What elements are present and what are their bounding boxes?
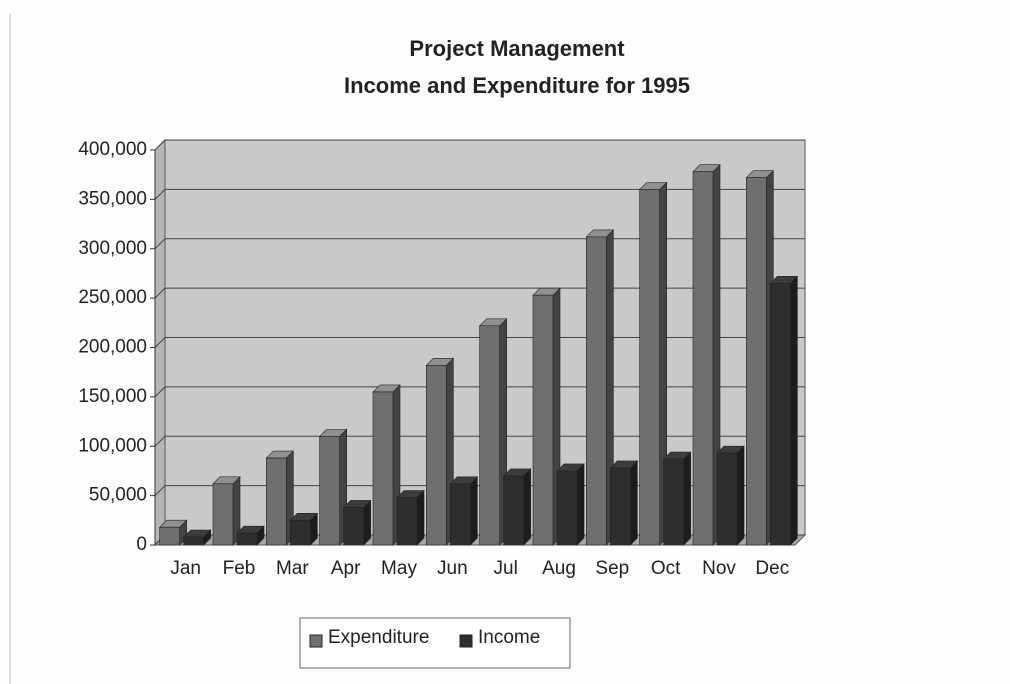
bar-side (576, 463, 585, 546)
chart-subtitle: Income and Expenditure for 1995 (344, 73, 690, 98)
x-tick-label: Jul (494, 558, 518, 579)
bar-side (523, 468, 531, 546)
y-tick-label: 0 (136, 534, 147, 555)
bar-side (470, 476, 478, 546)
bar (586, 236, 607, 546)
bar (372, 391, 394, 546)
y-tick-label: 300,000 (78, 238, 147, 259)
bar (266, 457, 287, 546)
x-tick-label: Aug (542, 558, 576, 579)
x-tick-label: Oct (651, 558, 681, 579)
bar (159, 526, 180, 546)
y-tick-label: 400,000 (78, 139, 147, 160)
bar (183, 536, 204, 546)
legend-label: Expenditure (328, 627, 429, 648)
bar (692, 171, 714, 546)
bar (212, 483, 234, 546)
x-tick-label: Mar (276, 558, 309, 579)
y-tick-label: 250,000 (78, 287, 147, 308)
x-tick-label: Apr (331, 558, 361, 579)
bar (639, 189, 660, 546)
legend-swatch (459, 634, 473, 648)
bar (716, 452, 738, 546)
bar-side (683, 451, 691, 546)
bar (450, 483, 471, 546)
chart-title: Project Management (409, 36, 625, 61)
bar (290, 520, 311, 546)
x-tick-label: Feb (223, 558, 256, 579)
y-tick-label: 200,000 (78, 337, 147, 358)
x-tick-label: Jun (437, 558, 468, 579)
bar (663, 458, 684, 546)
bar (479, 325, 500, 546)
bar (770, 283, 791, 546)
bar (343, 507, 364, 546)
bar-side (416, 489, 425, 546)
y-tick-label: 150,000 (78, 386, 147, 407)
bar (610, 467, 631, 546)
y-tick-label: 350,000 (78, 188, 147, 209)
grid-line (154, 139, 805, 151)
x-tick-label: Jan (170, 558, 201, 579)
bar-side (790, 275, 798, 546)
y-tick-label: 50,000 (89, 485, 147, 506)
bar (426, 364, 447, 546)
bar-side (736, 445, 745, 546)
x-tick-label: Nov (702, 558, 736, 579)
legend-swatch (309, 634, 323, 648)
bar (503, 475, 524, 546)
x-tick-label: Sep (595, 558, 629, 579)
legend-label: Income (478, 627, 540, 648)
bar (236, 532, 258, 546)
bar (319, 436, 340, 546)
x-tick-label: May (381, 558, 417, 579)
bar (532, 294, 554, 546)
bar (396, 497, 418, 546)
bar (746, 177, 767, 546)
legend-box (299, 617, 571, 669)
bar (556, 470, 578, 546)
bar-side (630, 460, 638, 546)
y-tick-label: 100,000 (78, 435, 147, 456)
grid-line (154, 188, 805, 200)
x-tick-label: Dec (755, 558, 789, 579)
bar-side (363, 499, 371, 546)
